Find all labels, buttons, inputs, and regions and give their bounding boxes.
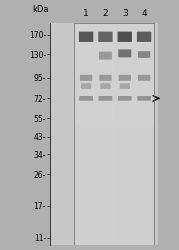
Bar	[117, 22, 118, 245]
FancyBboxPatch shape	[100, 83, 111, 89]
FancyBboxPatch shape	[80, 75, 92, 81]
FancyBboxPatch shape	[118, 32, 132, 42]
FancyBboxPatch shape	[138, 75, 150, 81]
FancyBboxPatch shape	[99, 52, 112, 60]
FancyBboxPatch shape	[81, 83, 91, 89]
FancyBboxPatch shape	[118, 50, 131, 57]
Bar	[74, 126, 154, 245]
Text: kDa: kDa	[33, 4, 49, 14]
Bar	[74, 22, 154, 245]
FancyBboxPatch shape	[120, 83, 130, 89]
FancyBboxPatch shape	[137, 96, 151, 101]
FancyBboxPatch shape	[79, 32, 93, 42]
FancyBboxPatch shape	[99, 96, 112, 101]
FancyBboxPatch shape	[137, 32, 151, 42]
FancyBboxPatch shape	[119, 75, 131, 81]
FancyBboxPatch shape	[99, 75, 112, 81]
FancyBboxPatch shape	[79, 96, 93, 101]
FancyBboxPatch shape	[98, 32, 113, 42]
FancyBboxPatch shape	[138, 51, 150, 58]
FancyBboxPatch shape	[118, 96, 132, 101]
